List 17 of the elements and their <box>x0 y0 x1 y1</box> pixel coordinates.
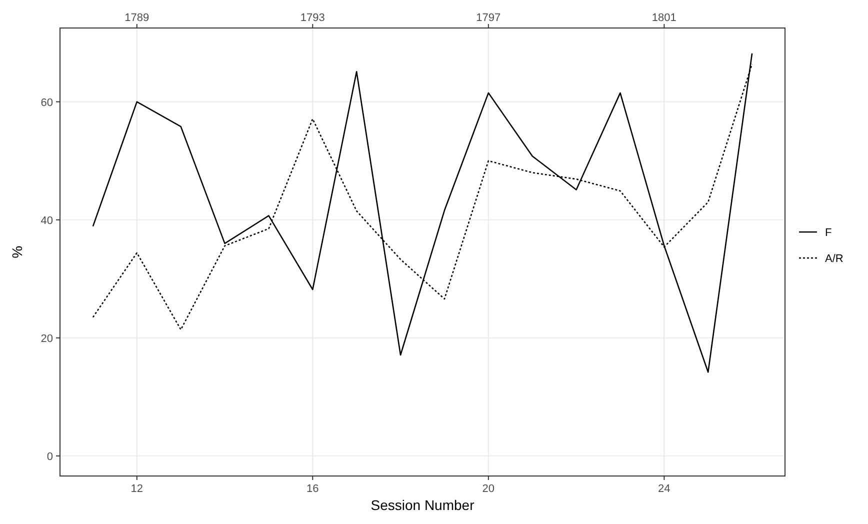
x-tick-label: 24 <box>658 483 670 495</box>
y-tick-label: 60 <box>40 96 53 109</box>
y-tick-label: 0 <box>46 450 53 463</box>
y-tick-label: 40 <box>40 214 53 227</box>
x2-tick-label: 1793 <box>300 12 325 24</box>
legend-label: F <box>825 227 832 239</box>
x-tick-label: 20 <box>482 483 495 495</box>
x-axis-title: Session Number <box>370 497 475 513</box>
line-series <box>92 52 753 373</box>
x2-tick-label: 1789 <box>124 12 150 24</box>
x-tick-label: 16 <box>306 483 319 495</box>
x-tick-label: 12 <box>130 483 144 495</box>
x2-tick-label: 1797 <box>476 12 501 24</box>
y-tick-label: 20 <box>40 332 53 345</box>
legend-label: A/R <box>825 253 844 265</box>
y-axis-title: % <box>9 246 25 258</box>
x2-tick-label: 1801 <box>652 12 676 24</box>
